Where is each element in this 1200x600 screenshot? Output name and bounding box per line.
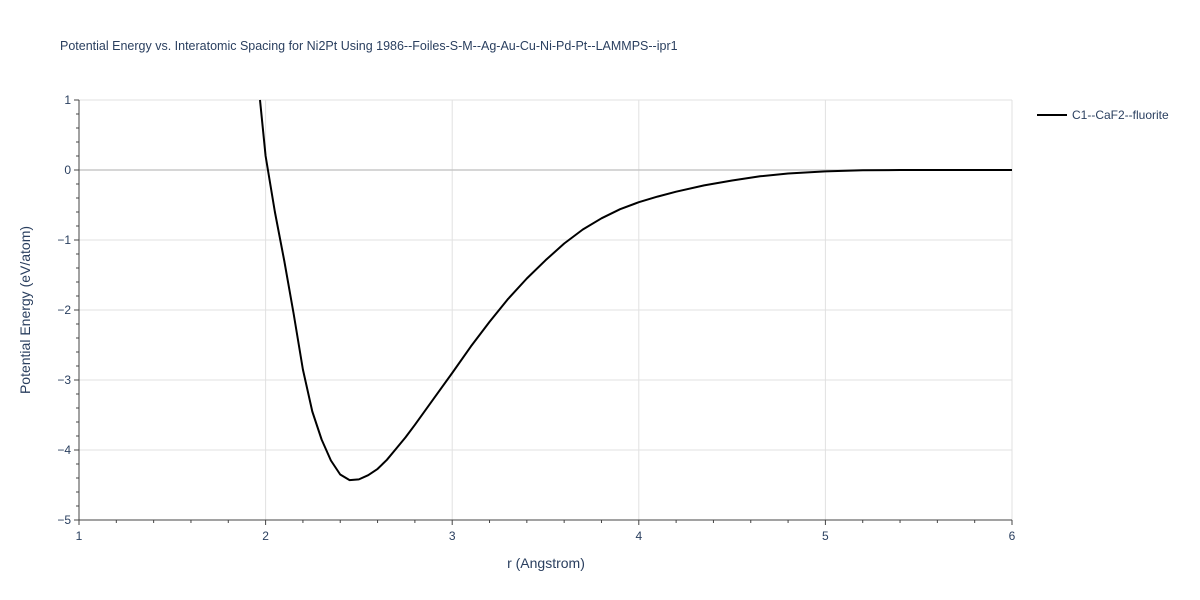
y-tick-label: −3 <box>57 373 71 387</box>
x-tick-label: 5 <box>822 529 829 543</box>
x-tick-label: 6 <box>1009 529 1016 543</box>
grid <box>79 99 1013 520</box>
series-line <box>259 99 1012 482</box>
x-tick-label: 1 <box>76 529 83 543</box>
y-tick-label: −2 <box>57 303 71 317</box>
x-axis-title: r (Angstrom) <box>507 555 585 571</box>
legend[interactable]: C1--CaF2--fluorite <box>1037 108 1169 122</box>
x-tick-label: 2 <box>262 529 269 543</box>
y-tick-label: 1 <box>64 93 71 107</box>
x-tick-label: 4 <box>635 529 642 543</box>
y-tick-label: −5 <box>57 513 71 527</box>
axes: 1 2 3 4 5 6 1 0 −1 −2 −3 −4 −5 <box>57 93 1015 543</box>
chart-title: Potential Energy vs. Interatomic Spacing… <box>60 39 678 53</box>
legend-label: C1--CaF2--fluorite <box>1072 108 1169 122</box>
y-tick-label: 0 <box>64 163 71 177</box>
y-tick-label: −1 <box>57 233 71 247</box>
x-tick-label: 3 <box>449 529 456 543</box>
y-axis-title: Potential Energy (eV/atom) <box>17 226 33 394</box>
plot-area <box>259 99 1012 482</box>
y-tick-label: −4 <box>57 443 71 457</box>
